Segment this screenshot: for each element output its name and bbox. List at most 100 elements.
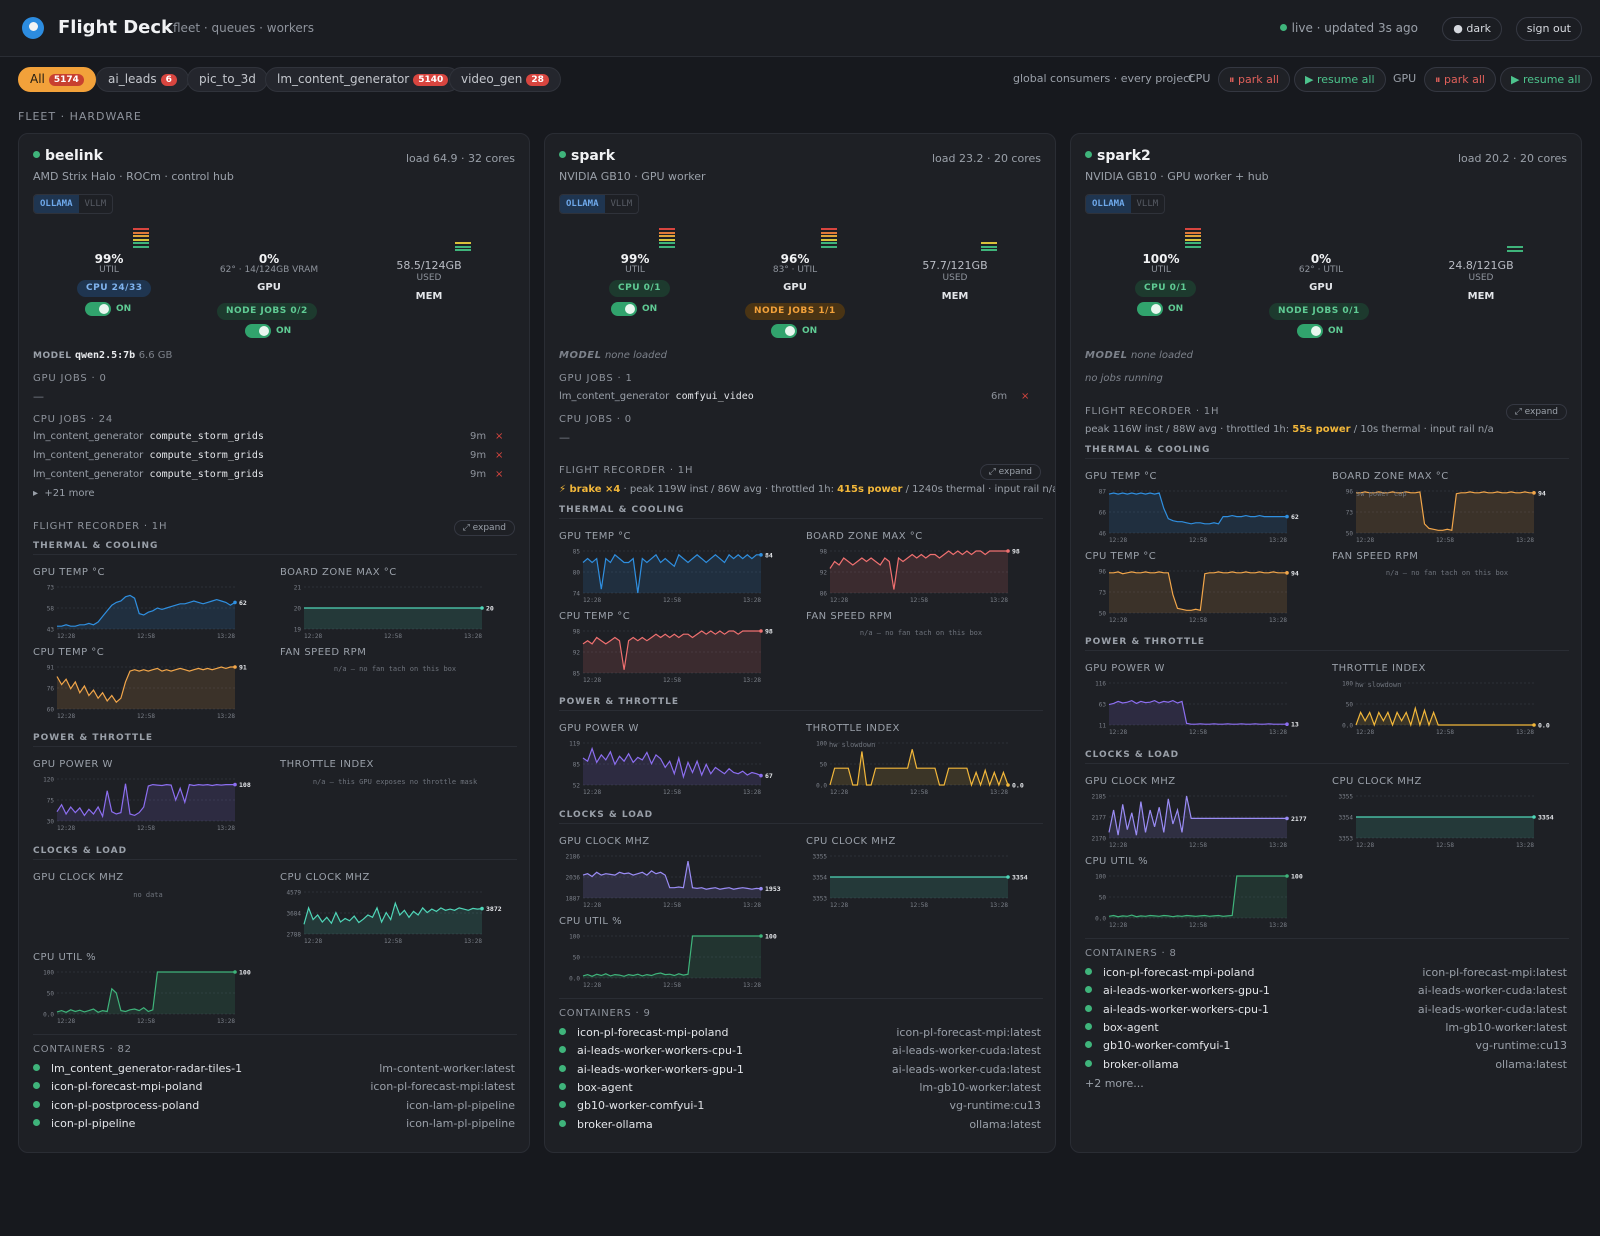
runtime-vllm[interactable]: VLLM [84,199,107,209]
runtime-switch[interactable]: OLLAMA VLLM [559,194,640,214]
status-dot-icon [559,151,566,158]
x-tick-label: 12:28 [57,1018,75,1025]
cancel-job-button[interactable]: × [495,469,504,480]
x-tick-label: 12:58 [1436,537,1454,544]
chart-title: CPU UTIL % [1085,856,1149,867]
last-point [233,600,237,605]
tab-pic-to-3d[interactable]: pic_to_3d [187,67,268,92]
throttle-power: 55s power [1292,424,1351,435]
x-tick-label: 12:28 [1109,842,1127,849]
mem-label: MEM [415,291,443,302]
gpu-consumer-toggle[interactable]: ON [245,324,291,340]
mem-value: 24.8/121GB [1448,259,1514,272]
sign-out-button[interactable]: sign out [1515,17,1582,41]
gpu-resume-all-button[interactable]: ▶ resume all [1500,67,1592,92]
cancel-job-button[interactable]: × [1021,391,1030,402]
x-tick-label: 13:28 [743,789,761,796]
cpu-jobs-chip[interactable]: CPU 24/33 [77,280,152,297]
container-image: icon-lam-pl-pipeline [406,1117,515,1130]
toggle-switch-icon[interactable] [85,302,111,316]
gpu-park-all-button[interactable]: ⏸ park all [1424,67,1496,92]
x-tick-label: 13:28 [217,713,235,720]
fr-note-a: peak 116W inst / 88W avg · throttled 1h: [1085,424,1293,435]
gpu-util-value: 0% [1310,252,1332,266]
cpu-jobs-chip[interactable]: CPU 0/1 [609,280,670,297]
runtime-vllm[interactable]: VLLM [610,199,633,209]
cancel-job-button[interactable]: × [495,431,504,442]
y-tick-label: 100 [1095,874,1106,881]
runtime-ollama[interactable]: OLLAMA [560,195,605,213]
live-dot-icon [1279,24,1287,31]
cpu-park-all-button[interactable]: ⏸ park all [1218,67,1290,92]
cpu-jobs-chip[interactable]: CPU 0/1 [1135,280,1196,297]
runtime-vllm[interactable]: VLLM [1136,199,1159,209]
gpu-consumer-toggle[interactable]: ON [1297,324,1343,340]
thermal-section-title: THERMAL & COOLING [33,541,159,551]
host-load: load 64.9 · 32 cores [405,152,515,165]
runtime-switch[interactable]: OLLAMA VLLM [33,194,114,214]
container-image: ai-leads-worker-cuda:latest [1417,1003,1567,1016]
toggle-switch-icon[interactable] [1297,324,1323,338]
runtime-switch[interactable]: OLLAMA VLLM [1085,194,1166,214]
job-name: compute_storm_grids [149,450,264,461]
last-value-label: 100 [765,933,777,941]
container-image: icon-pl-forecast-mpi:latest [896,1026,1041,1039]
runtime-ollama[interactable]: OLLAMA [34,195,79,213]
x-tick-label: 12:28 [1109,729,1127,736]
job-project: lm_content_generator [559,391,670,402]
toggle-switch-icon[interactable] [771,324,797,338]
runtime-ollama[interactable]: OLLAMA [1086,195,1131,213]
model-info: MODEL none loaded [1085,348,1193,361]
node-jobs-chip[interactable]: NODE JOBS 0/1 [1269,303,1369,320]
cpu-consumer-toggle[interactable]: ON [611,302,657,318]
divider [1085,763,1569,764]
fr-note-b: / 1240s thermal · input rail n/a [902,484,1056,495]
toggle-switch-icon[interactable] [611,302,637,316]
series-line [1356,491,1534,532]
more-containers-link[interactable]: +2 more... [1085,1077,1144,1090]
expand-button[interactable]: ⤢ expand [979,464,1041,480]
toggle-switch-icon[interactable] [1137,302,1163,316]
node-jobs-chip[interactable]: NODE JOBS 1/1 [745,303,845,320]
tab-ai-leads[interactable]: ai_leads 6 [96,67,189,92]
cpu-consumer-toggle[interactable]: ON [85,302,131,318]
no-data-note: no data [133,891,163,899]
series-line [829,749,1009,787]
y-tick-label: 50 [1099,895,1107,902]
x-tick-label: 12:28 [57,713,75,720]
container-status-dot-icon [559,1046,566,1053]
container-status-dot-icon [1085,986,1092,993]
series-line [56,666,235,704]
tab-video-gen[interactable]: video_gen 28 [449,67,561,92]
series-area [1109,876,1287,918]
y-tick-label: 2177 [1092,815,1107,822]
mem-meter-icon [981,242,997,253]
node-jobs-chip[interactable]: NODE JOBS 0/2 [217,303,317,320]
container-name: gb10-worker-comfyui-1 [1103,1039,1231,1052]
expand-button[interactable]: ⤢ expand [1505,404,1567,420]
last-value-label: 20 [486,605,494,613]
throttle-marker-label: hw slowdown [829,741,876,749]
cpu-util-chart: 100 50 0.012:28 12:58 13:28 100 [1095,873,1303,930]
chart-title: FAN SPEED RPM [280,647,367,658]
expand-button[interactable]: ⤢ expand [453,520,515,536]
cpu-resume-all-button[interactable]: ▶ resume all [1294,67,1386,92]
last-value-label: 0.0 [1012,782,1024,790]
tab-all[interactable]: All 5174 [18,67,96,92]
x-tick-label: 12:58 [663,982,681,989]
container-status-dot-icon [33,1101,40,1108]
series-area [583,936,761,978]
more-jobs-link[interactable]: ▸ +21 more [33,488,95,499]
toggle-switch-icon[interactable] [245,324,271,338]
gpu-consumer-toggle[interactable]: ON [771,324,817,340]
theme-toggle-button[interactable]: ● dark [1442,17,1502,41]
y-tick-label: 46 [1099,531,1107,538]
cancel-job-button[interactable]: × [495,450,504,461]
tab-lm-content-generator[interactable]: lm_content_generator 5140 [265,67,461,92]
series-line [582,746,762,780]
chart-title: THROTTLE INDEX [806,723,900,734]
y-tick-label: 3355 [813,854,828,861]
job-project: lm_content_generator [33,431,144,442]
cpu-consumer-toggle[interactable]: ON [1137,302,1183,318]
